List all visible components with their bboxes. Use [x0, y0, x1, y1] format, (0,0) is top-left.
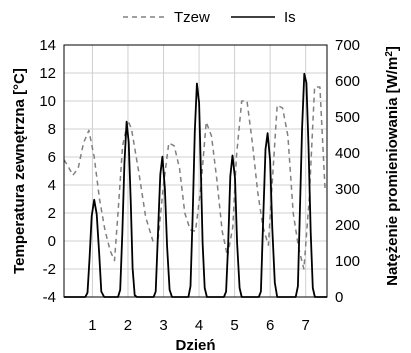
y-right-tick-label-6: 600 — [335, 73, 360, 90]
y-left-tick-label-2: 0 — [48, 233, 56, 250]
y-axis-right-label: Natężenie promieniowania [W/m2] — [384, 46, 401, 286]
y-left-tick-label-7: 10 — [39, 93, 56, 110]
y-left-tick-label-1: -2 — [43, 261, 56, 278]
x-tick-label-2: 3 — [159, 317, 167, 334]
x-tick-label-6: 7 — [302, 317, 310, 334]
y-axis-right-label-superscript: 2 — [384, 51, 395, 57]
x-tick-label-4: 5 — [230, 317, 238, 334]
y-left-tick-label-8: 12 — [39, 65, 56, 82]
left-axis-ticks: -4 -2 0 2 4 6 8 10 12 14 — [39, 37, 56, 306]
x-tick-label-0: 1 — [88, 317, 96, 334]
legend-label-tzew: Tzew — [174, 9, 210, 26]
right-axis-ticks: 0 100 200 300 400 500 600 700 — [335, 37, 360, 306]
y-right-tick-label-2: 200 — [335, 217, 360, 234]
y-right-tick-label-5: 500 — [335, 109, 360, 126]
y-right-tick-label-4: 400 — [335, 145, 360, 162]
y-left-tick-label-3: 2 — [48, 205, 56, 222]
legend: Tzew Is — [123, 9, 296, 26]
y-axis-right-label-base: Natężenie promieniowania [W/m — [384, 57, 401, 286]
x-tick-label-5: 6 — [266, 317, 274, 334]
x-axis-label: Dzień — [175, 337, 215, 353]
y-right-tick-label-7: 700 — [335, 37, 360, 54]
x-tick-label-3: 4 — [195, 317, 203, 334]
series-line-tzew — [63, 86, 326, 270]
y-axis-right-label-close: ] — [384, 46, 401, 51]
legend-label-is: Is — [284, 9, 296, 26]
y-left-tick-label-5: 6 — [48, 149, 56, 166]
y-left-tick-label-4: 4 — [48, 177, 56, 194]
y-left-tick-label-9: 14 — [39, 37, 56, 54]
x-axis-ticks: 1 2 3 4 5 6 7 — [88, 317, 310, 334]
y-axis-left-label: Temperatura zewnętrzna [°C] — [11, 68, 28, 274]
y-left-tick-label-6: 8 — [48, 121, 56, 138]
y-right-tick-label-0: 0 — [335, 289, 343, 306]
y-right-tick-label-1: 100 — [335, 253, 360, 270]
y-right-tick-label-3: 300 — [335, 181, 360, 198]
y-left-tick-label-0: -4 — [43, 289, 56, 306]
x-tick-label-1: 2 — [124, 317, 132, 334]
plot-frame — [63, 44, 328, 298]
grid — [64, 44, 327, 298]
